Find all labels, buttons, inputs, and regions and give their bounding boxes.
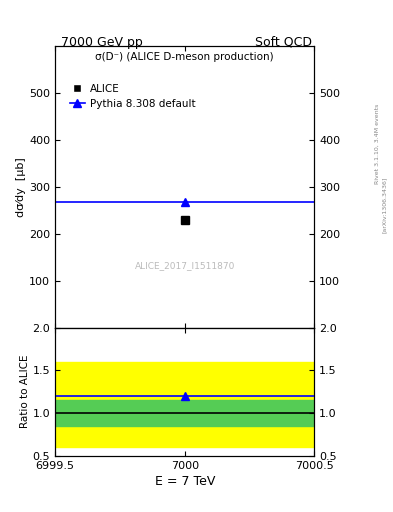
Text: 7000 GeV pp: 7000 GeV pp <box>61 36 143 49</box>
Text: Soft QCD: Soft QCD <box>255 36 312 49</box>
Text: ALICE_2017_I1511870: ALICE_2017_I1511870 <box>134 261 235 270</box>
Y-axis label: Ratio to ALICE: Ratio to ALICE <box>20 355 29 429</box>
Y-axis label: dσ⁄dy  [μb]: dσ⁄dy [μb] <box>16 157 26 217</box>
Text: [arXiv:1306.3436]: [arXiv:1306.3436] <box>382 177 387 233</box>
X-axis label: E = 7 TeV: E = 7 TeV <box>154 475 215 488</box>
Legend: ALICE, Pythia 8.308 default: ALICE, Pythia 8.308 default <box>65 79 200 113</box>
Bar <box>55 362 314 447</box>
Bar <box>55 400 314 426</box>
Text: Rivet 3.1.10, 3.4M events: Rivet 3.1.10, 3.4M events <box>375 103 380 183</box>
Text: σ(D⁻) (ALICE D-meson production): σ(D⁻) (ALICE D-meson production) <box>95 52 274 62</box>
